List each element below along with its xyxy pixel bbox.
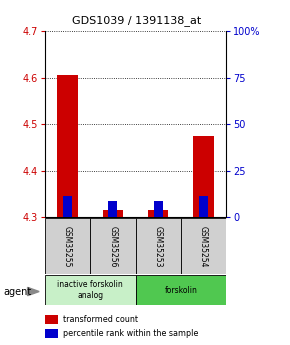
Bar (45, 275, 135, 305)
Bar (181, 218, 226, 274)
Text: GSM35256: GSM35256 (108, 226, 117, 267)
Text: GSM35255: GSM35255 (63, 226, 72, 267)
Bar (154, 201, 163, 217)
Bar (90, 218, 135, 274)
Bar (63, 196, 72, 217)
Bar (45, 329, 58, 338)
Text: transformed count: transformed count (63, 315, 138, 324)
Text: GSM35254: GSM35254 (199, 226, 208, 267)
Bar (135, 218, 181, 274)
Bar (45, 218, 90, 274)
Bar (45, 315, 58, 324)
Bar (199, 196, 208, 217)
Text: agent: agent (3, 287, 31, 296)
Bar (57, 75, 78, 217)
Text: inactive forskolin
analog: inactive forskolin analog (57, 280, 123, 300)
Bar (193, 136, 214, 217)
Bar (148, 210, 168, 217)
Text: percentile rank within the sample: percentile rank within the sample (63, 329, 198, 338)
Bar (103, 210, 123, 217)
Text: GDS1039 / 1391138_at: GDS1039 / 1391138_at (72, 16, 201, 27)
Text: forskolin: forskolin (164, 286, 197, 295)
Text: GSM35253: GSM35253 (154, 226, 163, 267)
Bar (108, 201, 117, 217)
Bar (135, 275, 226, 305)
Polygon shape (28, 287, 39, 296)
